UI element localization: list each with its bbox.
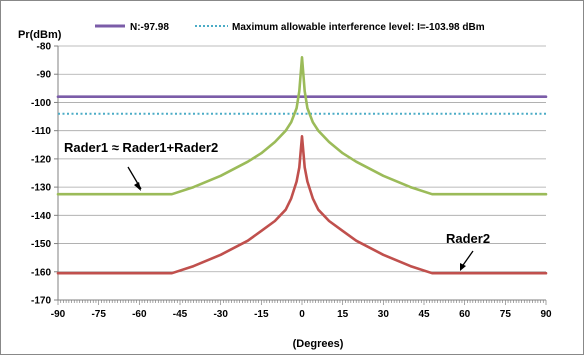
x-tick-label: -30 [213,309,228,320]
annotation-rader2-arrowhead [460,263,466,271]
legend-label-noise: N:-97.98 [130,22,169,33]
x-tick-label: -60 [132,309,147,320]
x-tick-label: -15 [254,309,269,320]
annotation-rader1-arrowhead [134,182,141,191]
x-tick-label: 60 [459,309,471,320]
y-axis-label: Pr(dBm) [18,29,62,41]
y-tick-label: -120 [31,154,51,165]
annotation-rader1: Rader1 ≈ Rader1+Rader2 [64,140,218,155]
y-tick-label: -130 [31,183,51,194]
x-tick-label: 0 [299,309,305,320]
x-tick-labels: -90 -75 -60 -45 -30 -15 0 15 30 45 60 75 90 [51,309,552,320]
y-tick-label: -100 [31,98,51,109]
x-tick-label: -90 [51,309,66,320]
axes [54,45,547,305]
rader1-line [56,55,548,196]
annotations: Rader1 ≈ Rader1+Rader2 Rader2 [64,140,490,271]
y-tick-labels: -80 -90 -100 -110 -120 -130 -140 -150 -160 -170 [31,42,51,307]
x-tick-label: 15 [337,309,349,320]
y-tick-label: -110 [32,126,52,137]
rader2-line [56,135,548,275]
x-tick-label: 75 [500,309,512,320]
legend: N:-97.98 Maximum allowable interference … [95,22,485,33]
x-tick-label: -75 [91,309,106,320]
y-tick-label: -170 [31,296,51,307]
x-tick-label: -45 [173,309,188,320]
y-tick-label: -90 [37,70,52,81]
y-tick-label: -160 [31,267,51,278]
y-tick-label: -140 [31,211,51,222]
x-tick-label: 30 [378,309,390,320]
x-tick-label: 90 [540,309,552,320]
x-tick-label: 45 [418,309,430,320]
x-axis-label: (Degrees) [293,338,344,350]
series-lines [56,55,548,275]
annotation-rader2: Rader2 [446,231,490,246]
y-tick-label: -150 [31,239,51,250]
legend-label-interference: Maximum allowable interference level: I=… [232,22,485,33]
y-tick-label: -80 [37,42,52,53]
